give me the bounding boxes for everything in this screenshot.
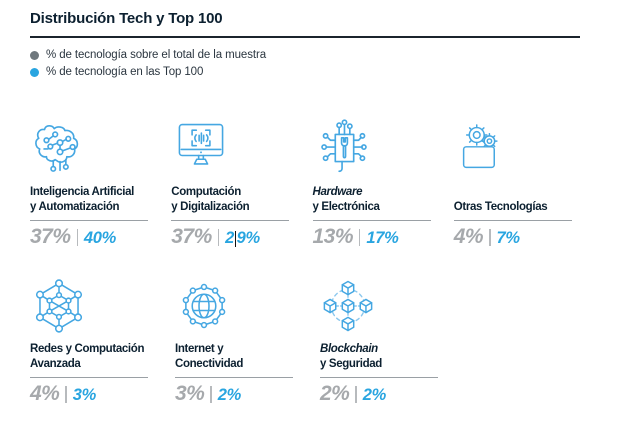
card-divider	[171, 220, 290, 221]
card-values: 4% 7%	[454, 225, 595, 249]
muestra-percent: 13%	[312, 225, 354, 248]
muestra-percent: 4%	[453, 225, 484, 248]
value-separator	[359, 228, 361, 246]
card-label-line2: y Digitalización	[171, 201, 250, 213]
card-divider	[312, 220, 431, 221]
muestra-percent: 37%	[30, 225, 71, 248]
card-label: Otras Tecnologías	[454, 185, 595, 215]
value-separator	[76, 228, 78, 246]
card-hardware: Hardware y Electrónica 13% 17%	[312, 105, 454, 249]
legend-item-muestra: % de tecnología sobre el total de la mue…	[30, 49, 595, 61]
card-otras-tecnologias: Otras Tecnologías 4% 7%	[453, 105, 595, 249]
card-label-line1: Inteligencia Artificial	[30, 186, 134, 198]
card-blockchain: Blockchain y Seguridad 2% 2%	[320, 262, 465, 406]
other-tech-gears-folder-icon	[454, 105, 595, 179]
card-redes: Redes y Computación Avanzada 4% 3%	[30, 262, 175, 406]
legend-dot-blue	[30, 67, 39, 77]
card-values: 37% 40%	[30, 225, 171, 249]
card-label-line2: Otras Tecnologías	[453, 201, 548, 213]
value-separator	[210, 385, 212, 403]
card-divider	[320, 377, 438, 378]
top100-percent: 2%	[217, 386, 242, 404]
cards-row-2: Redes y Computación Avanzada 4% 3%	[30, 262, 595, 406]
top100-percent: 40%	[83, 229, 117, 247]
page-title: Distribución Tech y Top 100	[30, 10, 223, 27]
card-divider	[175, 377, 293, 378]
card-values: 4% 3%	[30, 382, 175, 406]
value-separator	[489, 228, 491, 246]
card-internet: Internet y Conectividad 3% 2%	[175, 262, 320, 406]
top100-percent: 7%	[496, 229, 521, 247]
top100-percent: 2 9%	[225, 229, 260, 248]
muestra-percent: 37%	[171, 225, 212, 248]
card-values: 13% 17%	[313, 225, 454, 249]
ai-brain-icon	[30, 105, 171, 179]
value-separator	[355, 385, 357, 403]
card-label-line1: Blockchain	[320, 343, 378, 355]
card-values: 3% 2%	[175, 382, 320, 406]
card-label: Redes y Computación Avanzada	[30, 342, 175, 372]
top100-percent-part1: 2	[225, 229, 235, 247]
card-label: Hardware y Electrónica	[313, 185, 454, 215]
muestra-percent: 2%	[320, 382, 350, 405]
legend-label: % de tecnología en las Top 100	[46, 66, 204, 78]
title-divider	[30, 36, 580, 38]
muestra-percent: 3%	[175, 382, 205, 405]
value-separator	[65, 385, 67, 403]
card-label: Internet y Conectividad	[175, 342, 320, 372]
card-label-line1: Redes y Computación	[30, 343, 145, 355]
legend-dot-gray	[30, 50, 39, 60]
top100-percent: 17%	[366, 229, 399, 247]
legend-item-top100: % de tecnología en las Top 100	[30, 66, 595, 78]
card-label-line1: Hardware	[312, 186, 363, 198]
card-label-line2: y Electrónica	[312, 201, 380, 213]
card-divider	[30, 220, 148, 221]
internet-globe-icon	[175, 262, 320, 336]
top100-percent: 3%	[72, 386, 97, 404]
card-values: 37% 2 9%	[171, 225, 312, 249]
card-label-line1: Internet y	[175, 343, 224, 355]
computer-digitalization-icon	[171, 105, 312, 179]
card-label-line1: Computación	[171, 186, 241, 198]
cards-row-1: Inteligencia Artificial y Automatización…	[30, 105, 595, 249]
card-label: Blockchain y Seguridad	[320, 342, 465, 372]
hardware-electronics-icon	[313, 105, 454, 179]
card-label: Computación y Digitalización	[171, 185, 312, 215]
top100-percent: 2%	[362, 386, 387, 404]
card-label-line2: Conectividad	[175, 358, 244, 370]
chart-panel: Distribución Tech y Top 100 % de tecnolo…	[30, 10, 595, 406]
card-divider	[453, 220, 572, 221]
card-label-line2: Avanzada	[30, 358, 81, 370]
card-divider	[30, 377, 148, 378]
network-hexagon-icon	[30, 262, 175, 336]
card-computacion: Computación y Digitalización 37% 2 9%	[171, 105, 312, 249]
card-label-line2: y Automatización	[30, 201, 120, 213]
card-label-line2: y Seguridad	[320, 358, 382, 370]
muestra-percent: 4%	[30, 382, 60, 405]
legend-label: % de tecnología sobre el total de la mue…	[46, 49, 266, 61]
card-label: Inteligencia Artificial y Automatización	[30, 185, 171, 215]
text-cursor	[234, 230, 237, 247]
top100-percent-part2: 9%	[236, 229, 261, 247]
card-inteligencia-artificial: Inteligencia Artificial y Automatización…	[30, 105, 171, 249]
legend: % de tecnología sobre el total de la mue…	[30, 49, 595, 78]
value-separator	[217, 228, 220, 246]
card-values: 2% 2%	[320, 382, 465, 406]
blockchain-cubes-icon	[320, 262, 465, 336]
